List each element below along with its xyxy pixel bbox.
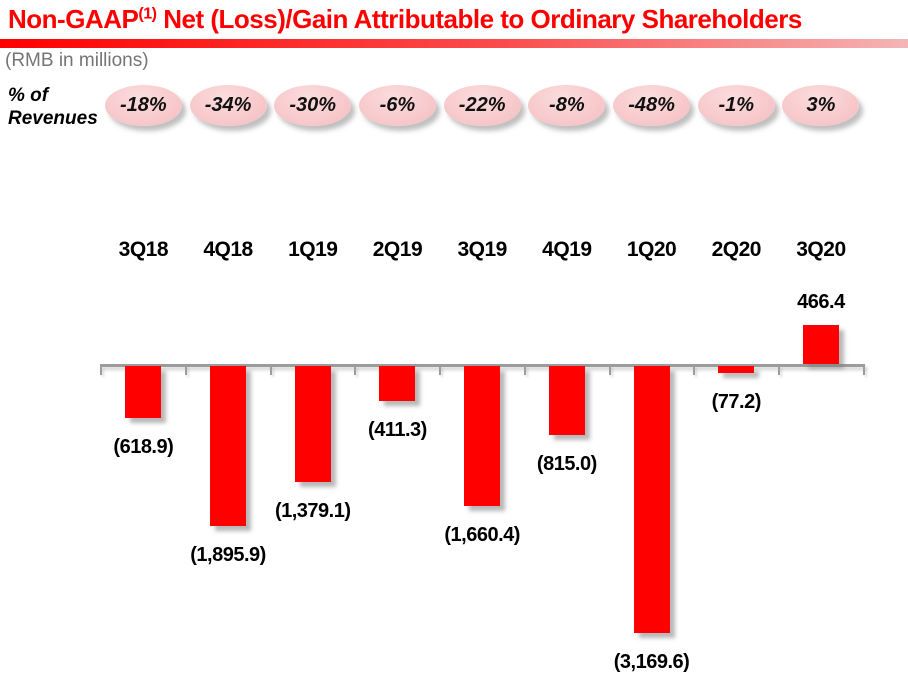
pct-badge: -18% — [104, 85, 182, 126]
title-underline-rule — [0, 39, 908, 48]
pct-badge: -30% — [274, 85, 352, 126]
bar — [125, 366, 162, 418]
category-label: 3Q18 — [118, 238, 169, 261]
bar — [210, 366, 247, 526]
value-label: (1,379.1) — [274, 500, 351, 522]
title-text-before: Non-GAAP — [8, 4, 139, 34]
bar — [633, 366, 670, 633]
pct-badge-value: -48% — [628, 94, 675, 116]
pct-badge: 3% — [782, 85, 860, 126]
category-label: 1Q19 — [288, 238, 338, 261]
axis-tick — [269, 366, 272, 375]
category-label: 2Q19 — [372, 238, 423, 261]
pct-badge-value: -30% — [289, 94, 337, 116]
category-label: 1Q20 — [626, 238, 677, 261]
axis-tick — [100, 366, 102, 375]
pct-of-revenues-line2: Revenues — [8, 108, 98, 129]
axis-tick — [693, 366, 696, 375]
value-label: (77.2) — [711, 391, 762, 413]
axis-tick — [608, 366, 611, 375]
axis-tick — [184, 366, 187, 375]
pct-badge-value: -18% — [119, 94, 167, 116]
title-footnote-marker: (1) — [138, 4, 157, 23]
pct-badge: -34% — [189, 85, 267, 126]
pct-badge: -6% — [358, 85, 436, 126]
value-label: (618.9) — [113, 436, 174, 458]
pct-badge: -48% — [613, 85, 691, 126]
axis-tick — [354, 366, 357, 375]
page-title: Non-GAAP(1) Net (Loss)/Gain Attributable… — [8, 4, 802, 35]
axis-tick — [863, 366, 866, 375]
value-label: (815.0) — [536, 453, 597, 475]
pct-badge: -1% — [697, 85, 775, 126]
pct-badge-value: -8% — [549, 94, 585, 116]
axis-tick — [778, 366, 781, 375]
axis-tick — [523, 366, 526, 375]
bar — [718, 366, 755, 373]
axis-tick — [439, 366, 442, 375]
bar — [294, 366, 331, 482]
x-axis-line — [100, 364, 865, 367]
value-label: (3,169.6) — [613, 651, 690, 673]
pct-of-revenues-line1: % of — [8, 85, 49, 106]
bar — [464, 366, 501, 506]
value-label: (1,895.9) — [190, 544, 266, 566]
pct-badge: -22% — [443, 85, 521, 126]
bar — [548, 366, 585, 435]
category-label: 2Q20 — [711, 238, 762, 261]
value-label: (411.3) — [368, 419, 427, 441]
category-label: 3Q19 — [457, 238, 507, 261]
pct-badge-value: -1% — [718, 94, 755, 116]
title-text-after: Net (Loss)/Gain Attributable to Ordinary… — [156, 4, 802, 34]
bar — [802, 325, 839, 364]
pct-badge-value: -34% — [204, 94, 252, 116]
pct-badge-value: -6% — [379, 94, 416, 116]
pct-badge-value: -22% — [458, 94, 506, 116]
category-label: 4Q18 — [203, 238, 253, 261]
category-label: 4Q19 — [542, 238, 592, 261]
category-label: 3Q20 — [796, 238, 846, 261]
units-note: (RMB in millions) — [5, 50, 149, 71]
pct-of-revenues-label: % of Revenues — [8, 84, 98, 130]
pct-badge-value: 3% — [806, 94, 836, 116]
value-label: (1,660.4) — [444, 524, 520, 546]
bar — [379, 366, 416, 401]
value-label: 466.4 — [797, 291, 845, 313]
pct-badge: -8% — [528, 85, 606, 126]
